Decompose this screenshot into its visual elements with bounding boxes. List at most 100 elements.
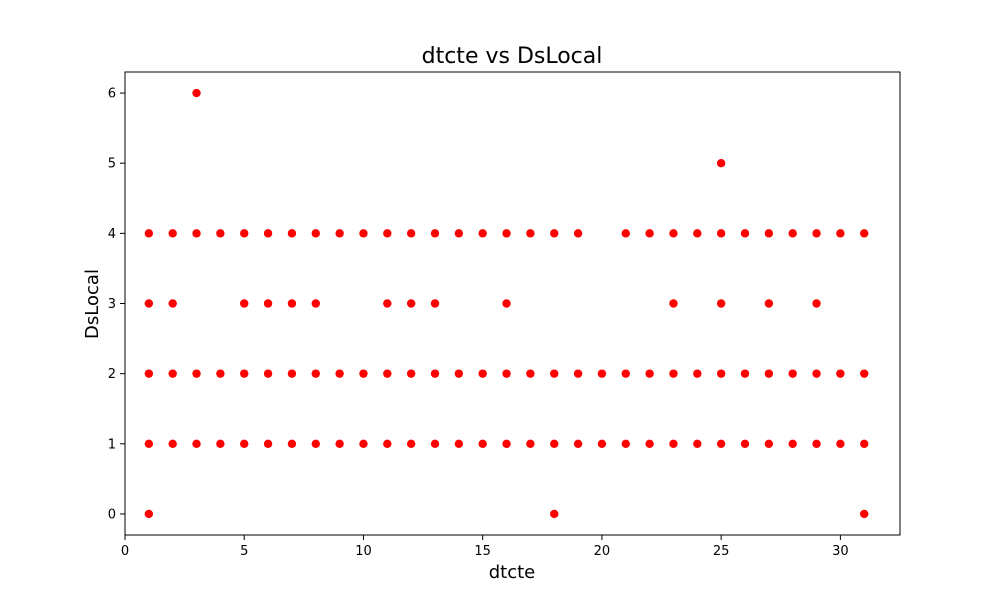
data-point	[550, 439, 559, 449]
data-point	[383, 439, 392, 449]
data-point	[216, 369, 225, 378]
data-point	[335, 439, 344, 449]
data-point	[764, 299, 774, 308]
data-point	[621, 369, 630, 378]
data-point	[764, 229, 774, 238]
data-point	[311, 299, 320, 308]
data-point	[478, 369, 487, 378]
data-point	[240, 299, 249, 308]
data-point	[860, 509, 869, 519]
data-point	[573, 439, 583, 449]
data-point	[192, 369, 201, 378]
data-point	[478, 439, 487, 449]
data-point	[478, 229, 487, 238]
data-point	[383, 299, 392, 308]
data-point	[287, 369, 297, 378]
data-point	[287, 299, 297, 308]
data-point	[144, 439, 154, 449]
data-point	[335, 229, 344, 238]
data-point	[669, 229, 678, 238]
y-tick-label: 1	[108, 437, 116, 452]
data-point	[168, 299, 177, 308]
data-point	[860, 439, 869, 449]
chart-title: dtcte vs DsLocal	[422, 44, 603, 69]
y-tick-label: 6	[108, 87, 116, 102]
x-tick-label: 15	[474, 544, 491, 559]
data-point	[144, 369, 154, 378]
data-point	[144, 509, 154, 519]
data-point	[645, 439, 654, 449]
x-tick-label: 20	[594, 544, 611, 559]
data-point	[716, 299, 726, 308]
data-point	[406, 369, 416, 378]
data-point	[716, 158, 726, 168]
data-point	[144, 299, 154, 308]
data-point	[526, 229, 535, 238]
x-axis: 0 5 10 15 20 25 30	[121, 535, 849, 559]
data-point	[144, 229, 154, 238]
data-point	[383, 229, 392, 238]
data-point	[693, 439, 702, 449]
data-point	[526, 369, 535, 378]
data-point	[192, 439, 201, 449]
x-tick-label: 25	[713, 544, 730, 559]
data-point	[645, 229, 654, 238]
data-point	[168, 439, 177, 449]
y-axis-label: DsLocal	[82, 269, 103, 339]
y-tick-label: 0	[108, 507, 116, 522]
data-point	[621, 229, 630, 238]
data-point	[406, 299, 416, 308]
x-tick-label: 0	[121, 544, 129, 559]
data-point	[311, 229, 320, 238]
data-point	[764, 439, 774, 449]
x-axis-label: dtcte	[489, 562, 536, 583]
data-point	[812, 439, 821, 449]
data-point	[836, 369, 845, 378]
data-point	[383, 369, 392, 378]
data-point	[240, 439, 249, 449]
y-tick-label: 3	[108, 297, 116, 312]
data-point	[240, 229, 249, 238]
data-point	[550, 229, 559, 238]
points-layer	[144, 88, 869, 519]
data-point	[860, 229, 869, 238]
data-point	[764, 369, 774, 378]
data-point	[860, 369, 869, 378]
y-axis: 0 1 2 3 4 5 6	[108, 87, 125, 522]
data-point	[788, 229, 797, 238]
data-point	[406, 229, 416, 238]
x-tick-label: 5	[240, 544, 248, 559]
y-tick-label: 2	[108, 367, 116, 382]
x-tick-label: 10	[355, 544, 372, 559]
plot-area	[124, 71, 901, 536]
data-point	[240, 369, 249, 378]
data-point	[645, 369, 654, 378]
data-point	[263, 369, 273, 378]
data-point	[669, 439, 678, 449]
data-point	[430, 299, 440, 308]
data-point	[454, 369, 464, 378]
data-point	[740, 229, 750, 238]
data-point	[502, 229, 511, 238]
data-point	[263, 299, 273, 308]
y-tick-label: 5	[108, 157, 116, 172]
data-point	[454, 229, 464, 238]
data-point	[359, 229, 368, 238]
data-point	[597, 439, 607, 449]
data-point	[573, 369, 583, 378]
data-point	[621, 439, 630, 449]
data-point	[311, 439, 320, 449]
data-point	[812, 229, 821, 238]
data-point	[430, 439, 440, 449]
data-point	[192, 229, 201, 238]
data-point	[550, 509, 559, 519]
data-point	[669, 369, 678, 378]
data-point	[836, 229, 845, 238]
x-tick-label: 30	[832, 544, 849, 559]
data-point	[287, 229, 297, 238]
data-point	[502, 369, 511, 378]
data-point	[263, 439, 273, 449]
data-point	[693, 369, 702, 378]
data-point	[192, 88, 201, 98]
data-point	[740, 439, 750, 449]
